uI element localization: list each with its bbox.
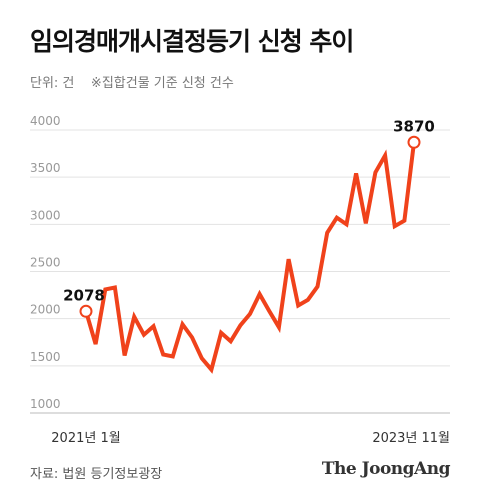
y-tick-label: 4000 bbox=[30, 114, 61, 128]
chart-title: 임의경매개시결정등기 신청 추이 bbox=[30, 27, 354, 56]
data-label: 3870 bbox=[393, 117, 435, 135]
brand-logo: The JoongAng bbox=[321, 459, 451, 479]
y-tick-label: 2500 bbox=[30, 256, 61, 270]
x-tick-label: 2023년 11월 bbox=[372, 431, 450, 446]
x-tick-label: 2021년 1월 bbox=[51, 431, 120, 446]
y-tick-label: 3000 bbox=[30, 208, 61, 222]
y-tick-label: 3500 bbox=[30, 161, 61, 175]
y-tick-label: 1500 bbox=[30, 350, 61, 364]
data-point-marker bbox=[407, 135, 421, 149]
data-label: 2078 bbox=[63, 286, 105, 304]
source-note: 자료: 법원 등기정보광장 bbox=[30, 467, 163, 482]
series-line bbox=[84, 140, 416, 374]
chart-subtitle: 단위: 건 ※집합건물 기준 신청 건수 bbox=[30, 76, 234, 91]
y-tick-label: 2000 bbox=[30, 303, 61, 317]
y-tick-label: 1000 bbox=[30, 397, 61, 411]
data-point-marker bbox=[79, 304, 93, 318]
